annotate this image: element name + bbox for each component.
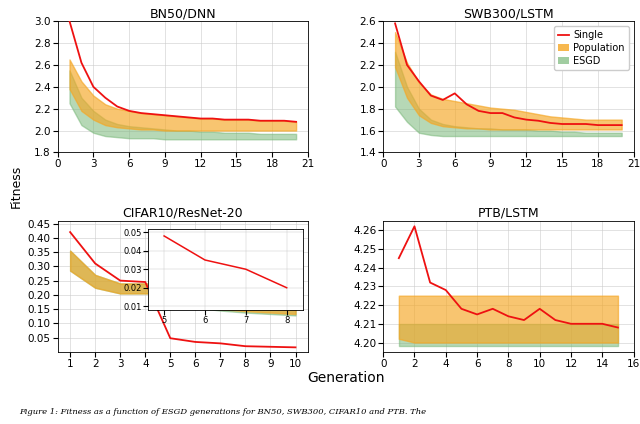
Title: PTB/LSTM: PTB/LSTM <box>477 206 539 220</box>
Legend: Single, Population, ESGD: Single, Population, ESGD <box>554 26 628 70</box>
Text: Fitness: Fitness <box>10 165 22 208</box>
Title: BN50/DNN: BN50/DNN <box>150 7 216 20</box>
Title: CIFAR10/ResNet-20: CIFAR10/ResNet-20 <box>122 206 243 220</box>
Text: Generation: Generation <box>307 371 385 385</box>
Title: SWB300/LSTM: SWB300/LSTM <box>463 7 554 20</box>
Text: Figure 1: Fitness as a function of ESGD generations for BN50, SWB300, CIFAR10 an: Figure 1: Fitness as a function of ESGD … <box>19 407 426 416</box>
